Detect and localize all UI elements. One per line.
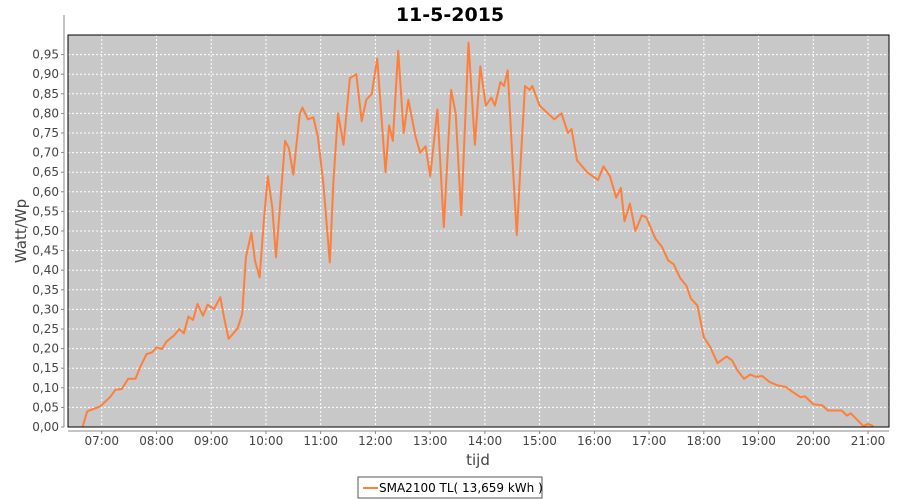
y-tick-label: 0,55	[32, 204, 59, 218]
chart-title: 11-5-2015	[396, 4, 504, 26]
y-axis: 0,00 0,05 0,10 0,15 0,20 0,25 0,30 0,35 0,40 0,45…	[32, 15, 65, 434]
x-tick-label: 12:00	[358, 434, 393, 448]
series-line	[81, 41, 874, 428]
y-tick-label: 0,80	[32, 106, 59, 120]
x-tick-label: 21:00	[851, 434, 886, 448]
series-lines	[81, 41, 874, 428]
y-tick-label: 0,45	[32, 244, 59, 258]
y-tick-label: 0,00	[32, 420, 59, 434]
grid-lines	[68, 35, 889, 427]
legend-label: SMA2100 TL( 13,659 kWh )	[379, 481, 543, 495]
y-tick-label: 0,75	[32, 126, 59, 140]
y-axis-label: Watt/Wp	[12, 199, 30, 263]
y-tick-label: 0,90	[32, 67, 59, 81]
legend-box	[357, 476, 543, 499]
x-axis: 07:00 08:00 09:00 10:00 11:00 12:00 13:00 14:00…	[68, 430, 889, 448]
y-tick-label: 0,25	[32, 322, 59, 336]
x-tick-label: 18:00	[687, 434, 722, 448]
y-tick-label: 0,85	[32, 87, 59, 101]
x-tick-label: 14:00	[468, 434, 503, 448]
x-tick-label: 11:00	[303, 434, 338, 448]
y-tick-label: 0,50	[32, 224, 59, 238]
y-tick-label: 0,40	[32, 263, 59, 277]
y-tick-label: 0,05	[32, 400, 59, 414]
x-tick-label: 19:00	[741, 434, 776, 448]
x-tick-label: 16:00	[577, 434, 612, 448]
y-tick-label: 0,15	[32, 361, 59, 375]
legend: SMA2100 TL( 13,659 kWh )	[357, 476, 543, 499]
x-tick-label: 20:00	[796, 434, 831, 448]
x-axis-label: tijd	[466, 451, 490, 469]
y-tick-label: 0,60	[32, 185, 59, 199]
x-tick-label: 07:00	[84, 434, 119, 448]
y-tick-label: 0,35	[32, 283, 59, 297]
y-tick-label: 0,95	[32, 48, 59, 62]
x-tick-label: 08:00	[139, 434, 174, 448]
y-tick-label: 0,65	[32, 165, 59, 179]
plot-border	[67, 34, 890, 428]
y-tick-label: 0,70	[32, 146, 59, 160]
y-tick-label: 0,10	[32, 381, 59, 395]
y-tick-label: 0,30	[32, 302, 59, 316]
x-tick-label: 17:00	[632, 434, 667, 448]
y-tick-label: 0,20	[32, 342, 59, 356]
x-tick-label: 09:00	[194, 434, 229, 448]
x-tick-label: 10:00	[249, 434, 284, 448]
x-tick-label: 13:00	[413, 434, 448, 448]
x-tick-label: 15:00	[522, 434, 557, 448]
